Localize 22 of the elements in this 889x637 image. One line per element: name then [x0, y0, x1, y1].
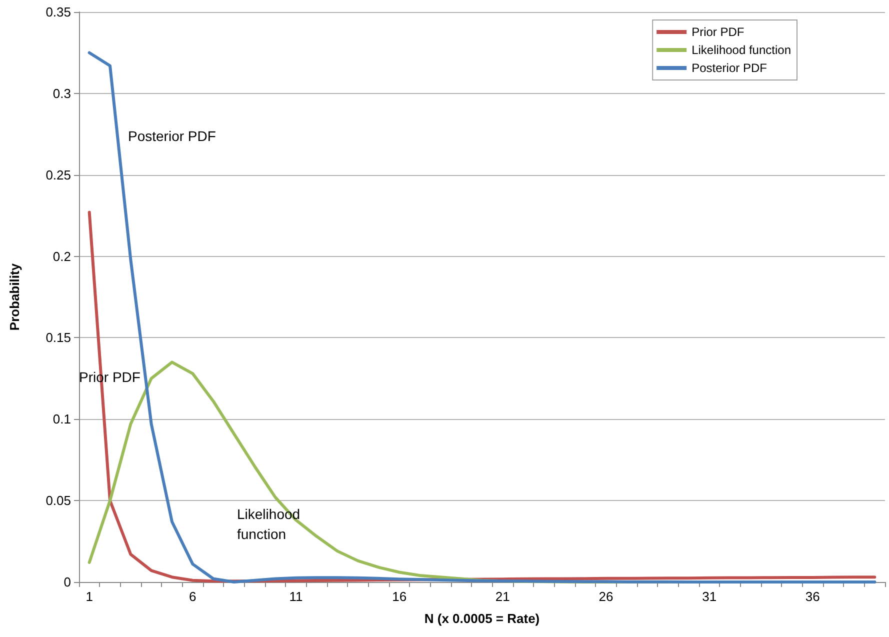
- x-tick-label: 26: [598, 589, 614, 604]
- y-tick-label: 0.25: [46, 167, 71, 182]
- y-tick-label: 0.15: [46, 330, 71, 346]
- x-tick-label: 1: [86, 589, 93, 604]
- annotation: Posterior PDF: [128, 128, 216, 144]
- x-tick-label: 21: [495, 589, 510, 604]
- x-tick-label: 11: [289, 589, 303, 604]
- legend-label: Likelihood function: [692, 43, 791, 57]
- y-tick-label: 0.35: [46, 4, 71, 20]
- x-tick-label: 6: [189, 589, 196, 604]
- y-tick-label: 0: [64, 574, 71, 590]
- x-tick-label: 36: [805, 589, 820, 604]
- x-tick-label: 16: [392, 589, 407, 604]
- legend-label: Prior PDF: [692, 25, 744, 39]
- y-tick-label: 0.1: [52, 412, 71, 427]
- x-axis-title: N (x 0.0005 = Rate): [424, 611, 540, 626]
- y-tick-label: 0.05: [46, 493, 71, 508]
- legend-label: Posterior PDF: [692, 61, 767, 75]
- y-tick-label: 0.2: [52, 248, 71, 264]
- y-axis-title: Probability: [7, 262, 22, 331]
- x-tick-label: 31: [702, 589, 717, 604]
- y-tick-label: 0.3: [52, 86, 71, 101]
